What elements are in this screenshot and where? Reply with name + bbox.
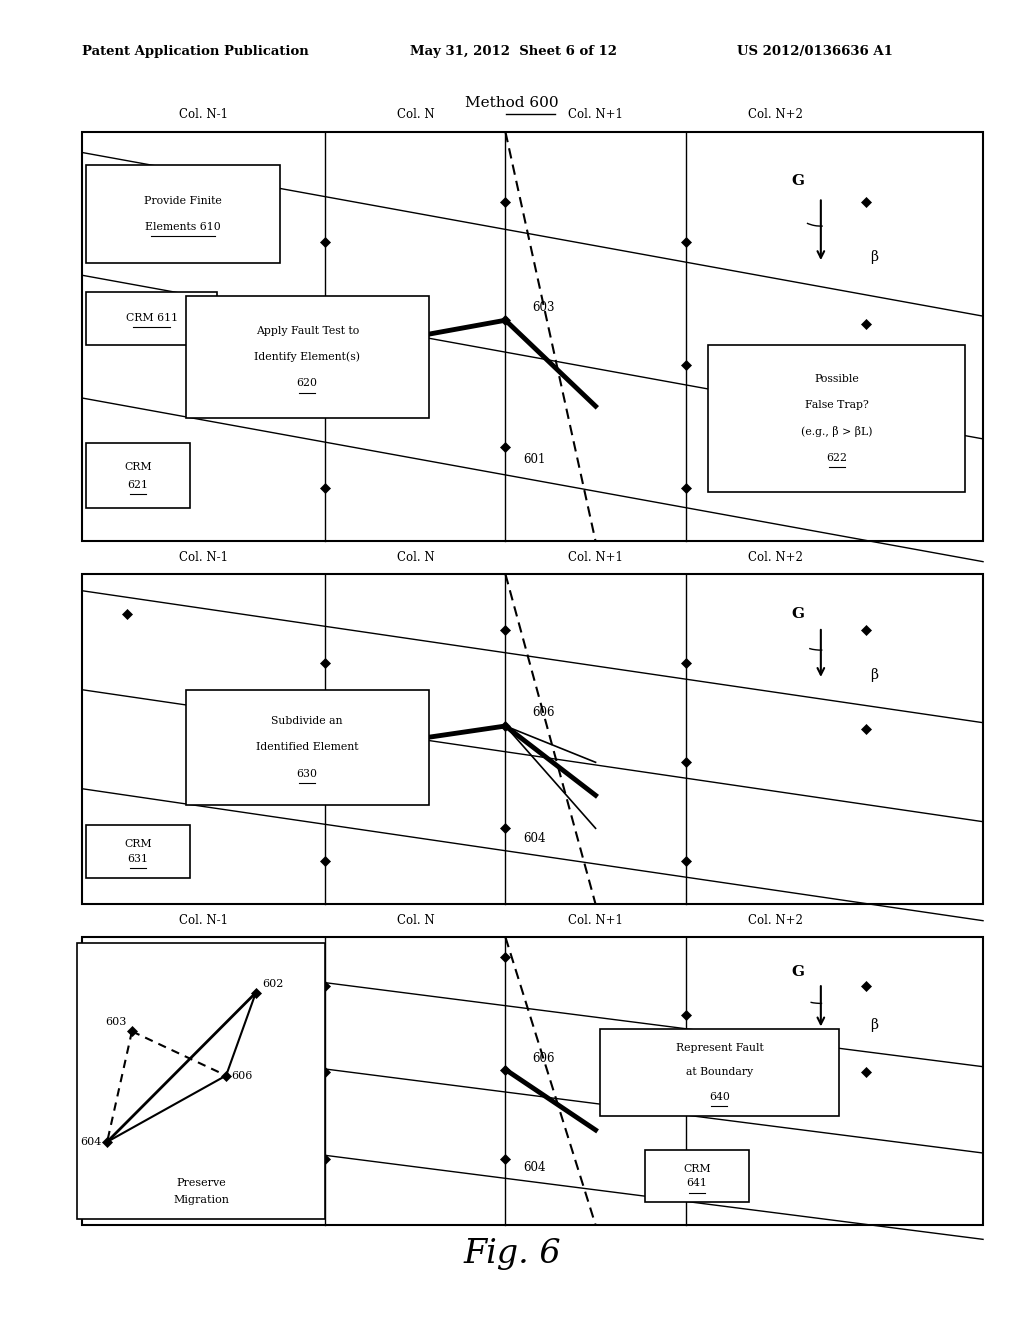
Text: 631: 631 bbox=[128, 854, 148, 863]
Text: CRM: CRM bbox=[125, 840, 152, 849]
Text: at Boundary: at Boundary bbox=[686, 1068, 753, 1077]
Text: 603: 603 bbox=[105, 1018, 127, 1027]
Text: CRM: CRM bbox=[125, 462, 152, 471]
Text: G: G bbox=[792, 174, 805, 189]
Text: β: β bbox=[870, 1018, 879, 1032]
Text: 602: 602 bbox=[262, 978, 284, 989]
Text: Represent Fault: Represent Fault bbox=[676, 1043, 763, 1053]
Text: 622: 622 bbox=[826, 453, 847, 463]
Text: Identify Element(s): Identify Element(s) bbox=[254, 351, 360, 363]
Text: Col. N+1: Col. N+1 bbox=[568, 108, 623, 121]
Text: CRM 611: CRM 611 bbox=[126, 313, 178, 323]
Text: US 2012/0136636 A1: US 2012/0136636 A1 bbox=[737, 45, 893, 58]
Text: 604: 604 bbox=[81, 1137, 102, 1147]
Bar bbox=[82, 132, 983, 541]
Text: 604: 604 bbox=[523, 832, 546, 845]
Text: Fig. 6: Fig. 6 bbox=[463, 1238, 561, 1270]
Text: β: β bbox=[870, 668, 879, 682]
Text: CRM: CRM bbox=[683, 1164, 711, 1173]
Text: β: β bbox=[870, 249, 879, 264]
Text: Col. N+1: Col. N+1 bbox=[568, 550, 623, 564]
Bar bbox=[600, 1030, 839, 1115]
Text: Possible: Possible bbox=[814, 374, 859, 384]
Text: 606: 606 bbox=[532, 706, 555, 719]
Text: Col. N: Col. N bbox=[396, 108, 434, 121]
Text: False Trap?: False Trap? bbox=[805, 400, 868, 411]
Text: 606: 606 bbox=[532, 1052, 555, 1064]
Text: Col. N-1: Col. N-1 bbox=[179, 550, 228, 564]
Text: Col. N+2: Col. N+2 bbox=[749, 550, 803, 564]
Text: 641: 641 bbox=[686, 1179, 708, 1188]
Bar bbox=[645, 1150, 749, 1203]
Bar bbox=[709, 345, 965, 492]
Text: Col. N+2: Col. N+2 bbox=[749, 108, 803, 121]
Text: Col. N: Col. N bbox=[396, 913, 434, 927]
Text: Col. N: Col. N bbox=[396, 550, 434, 564]
Bar bbox=[86, 292, 217, 345]
Text: Method 600: Method 600 bbox=[465, 96, 559, 111]
Bar bbox=[86, 825, 190, 878]
Text: 606: 606 bbox=[231, 1071, 253, 1081]
Text: Patent Application Publication: Patent Application Publication bbox=[82, 45, 308, 58]
Bar bbox=[185, 296, 429, 418]
Text: Preserve: Preserve bbox=[176, 1179, 226, 1188]
Text: Subdivide an: Subdivide an bbox=[271, 715, 343, 726]
Text: 601: 601 bbox=[523, 453, 546, 466]
Bar bbox=[86, 165, 281, 263]
Text: 620: 620 bbox=[297, 379, 317, 388]
Bar bbox=[82, 937, 983, 1225]
Text: Migration: Migration bbox=[173, 1195, 229, 1205]
Text: Provide Finite: Provide Finite bbox=[144, 195, 222, 206]
Text: 630: 630 bbox=[297, 768, 317, 779]
Text: May 31, 2012  Sheet 6 of 12: May 31, 2012 Sheet 6 of 12 bbox=[410, 45, 616, 58]
Text: 604: 604 bbox=[523, 1160, 546, 1173]
Text: G: G bbox=[792, 965, 805, 978]
Text: Col. N-1: Col. N-1 bbox=[179, 913, 228, 927]
Bar bbox=[185, 689, 429, 805]
Text: Col. N+2: Col. N+2 bbox=[749, 913, 803, 927]
Text: Col. N+1: Col. N+1 bbox=[568, 913, 623, 927]
Text: 602: 602 bbox=[402, 363, 424, 376]
Bar bbox=[82, 574, 983, 904]
Text: 640: 640 bbox=[709, 1092, 730, 1102]
Bar bbox=[78, 942, 326, 1220]
Text: G: G bbox=[792, 607, 805, 620]
Text: Apply Fault Test to: Apply Fault Test to bbox=[256, 326, 358, 335]
Text: Elements 610: Elements 610 bbox=[145, 222, 221, 232]
Text: Col. N-1: Col. N-1 bbox=[179, 108, 228, 121]
Text: 621: 621 bbox=[128, 480, 148, 490]
Text: (e.g., β > βL): (e.g., β > βL) bbox=[801, 426, 872, 437]
Text: Identified Element: Identified Element bbox=[256, 742, 358, 752]
Bar bbox=[86, 444, 190, 508]
Text: 603: 603 bbox=[532, 301, 555, 314]
